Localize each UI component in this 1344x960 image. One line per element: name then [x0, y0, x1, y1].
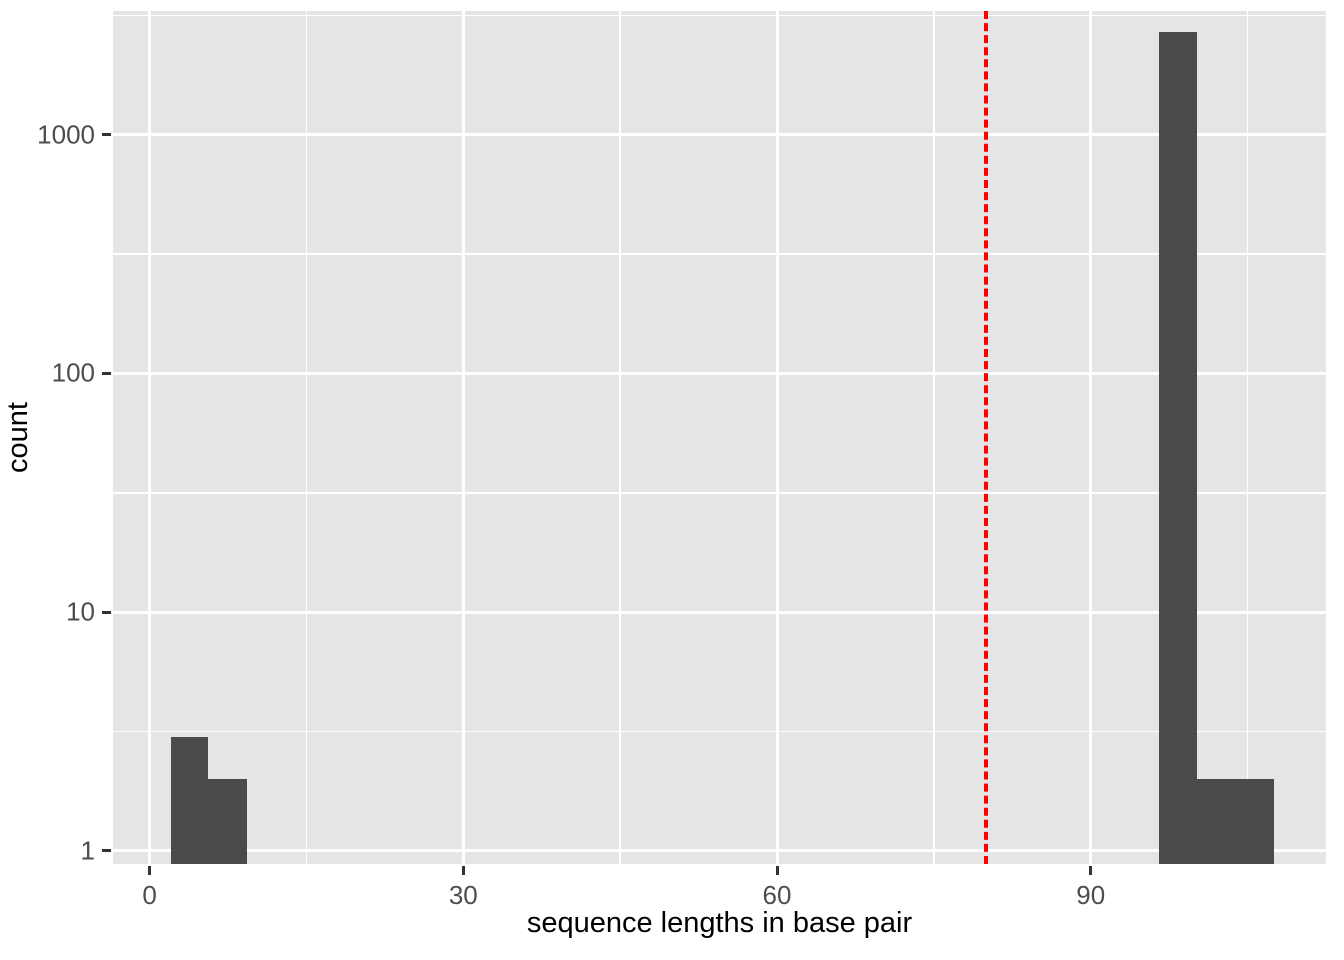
histogram-bar: [1197, 778, 1274, 864]
y-axis-tick-label: 1: [80, 835, 95, 866]
x-axis-tick-label: 90: [1076, 880, 1106, 910]
y-axis-tick-label: 1000: [37, 119, 95, 150]
y-axis-tick-mark: [102, 371, 111, 375]
x-axis-tick-label: 60: [762, 880, 792, 910]
histogram-bar: [208, 778, 247, 864]
histogram-bar: [170, 736, 209, 864]
gridline-minor-horizontal: [113, 730, 1326, 733]
gridline-minor-horizontal: [113, 14, 1326, 17]
gridline-minor-vertical: [933, 11, 935, 864]
gridline-minor-horizontal: [113, 491, 1326, 494]
x-axis-tick-mark: [461, 866, 465, 875]
gridline-major-horizontal: [113, 849, 1326, 853]
x-axis-tick-mark: [775, 866, 779, 875]
x-axis-tick-label: 30: [448, 880, 478, 910]
gridline-major-horizontal: [113, 371, 1326, 375]
y-axis-tick-label: 10: [66, 596, 95, 627]
gridline-major-vertical: [148, 11, 152, 864]
x-axis-tick-mark: [148, 866, 152, 875]
gridline-major-vertical: [775, 11, 779, 864]
gridline-major-horizontal: [113, 133, 1326, 137]
gridline-major-horizontal: [113, 610, 1326, 614]
histogram-bar: [1158, 31, 1198, 864]
gridline-minor-vertical: [619, 11, 621, 864]
y-axis-tick-mark: [102, 133, 111, 137]
x-axis-tick-label: 0: [142, 880, 157, 910]
gridline-major-vertical: [461, 11, 465, 864]
y-axis-tick-mark: [102, 849, 111, 853]
threshold-line-icon: [984, 11, 989, 864]
y-axis-tick-label: 100: [51, 357, 95, 388]
gridline-major-vertical: [1089, 11, 1093, 864]
gridline-minor-horizontal: [113, 253, 1326, 255]
y-axis-tick-mark: [102, 610, 111, 614]
gridline-minor-vertical: [1246, 11, 1249, 864]
gridline-minor-vertical: [305, 11, 308, 864]
x-axis-title: sequence lengths in base pair: [526, 907, 913, 939]
x-axis-tick-mark: [1089, 866, 1093, 875]
y-axis-title-text: count: [1, 402, 34, 473]
plot-panel: [113, 11, 1326, 864]
